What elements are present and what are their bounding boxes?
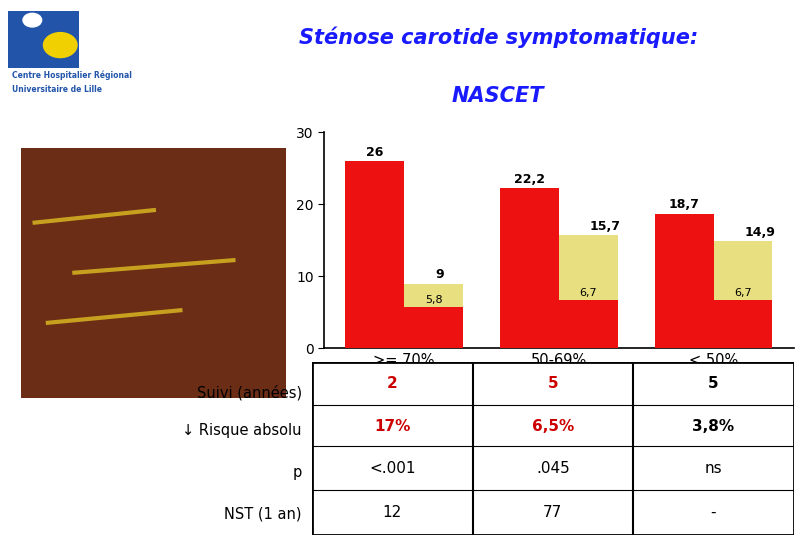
Text: <.001: <.001 xyxy=(369,461,416,476)
Text: p: p xyxy=(292,465,302,480)
Text: 6,7: 6,7 xyxy=(734,288,752,298)
Text: Universitaire de Lille: Universitaire de Lille xyxy=(12,85,102,94)
Bar xyxy=(404,307,463,348)
Bar xyxy=(559,235,618,348)
Text: Suivi (années): Suivi (années) xyxy=(197,385,302,401)
Bar xyxy=(714,241,773,348)
Text: 12: 12 xyxy=(382,505,402,519)
Text: 18,7: 18,7 xyxy=(669,199,700,212)
Text: 22,2: 22,2 xyxy=(514,173,545,186)
Ellipse shape xyxy=(23,14,41,27)
Text: 14,9: 14,9 xyxy=(744,226,775,239)
Text: 5: 5 xyxy=(548,376,558,391)
Text: ns: ns xyxy=(705,461,723,476)
Ellipse shape xyxy=(44,32,77,58)
Text: Sténose carotide symptomatique:: Sténose carotide symptomatique: xyxy=(299,26,697,48)
Text: 5: 5 xyxy=(708,376,718,391)
Bar xyxy=(345,161,404,348)
Bar xyxy=(714,300,773,348)
Bar xyxy=(654,214,714,348)
Text: 77: 77 xyxy=(544,505,562,519)
Text: 15,7: 15,7 xyxy=(590,220,620,233)
Text: 2: 2 xyxy=(387,376,398,391)
Text: 6,7: 6,7 xyxy=(579,288,597,298)
Bar xyxy=(404,284,463,348)
Text: Centre Hospitalier Régional: Centre Hospitalier Régional xyxy=(12,71,132,80)
Text: NASCET: NASCET xyxy=(452,86,544,106)
Bar xyxy=(559,300,618,348)
Text: 5,8: 5,8 xyxy=(424,295,442,305)
Text: 17%: 17% xyxy=(374,419,411,434)
Text: 3,8%: 3,8% xyxy=(693,419,735,434)
Bar xyxy=(500,188,559,348)
Text: 6,5%: 6,5% xyxy=(531,419,574,434)
Text: 9: 9 xyxy=(435,268,444,281)
Text: .045: .045 xyxy=(536,461,569,476)
Text: -: - xyxy=(710,505,716,519)
Text: NST (1 an): NST (1 an) xyxy=(224,507,302,521)
Text: 26: 26 xyxy=(366,146,383,159)
Text: ↓ Risque absolu: ↓ Risque absolu xyxy=(182,423,302,438)
FancyBboxPatch shape xyxy=(8,11,79,68)
